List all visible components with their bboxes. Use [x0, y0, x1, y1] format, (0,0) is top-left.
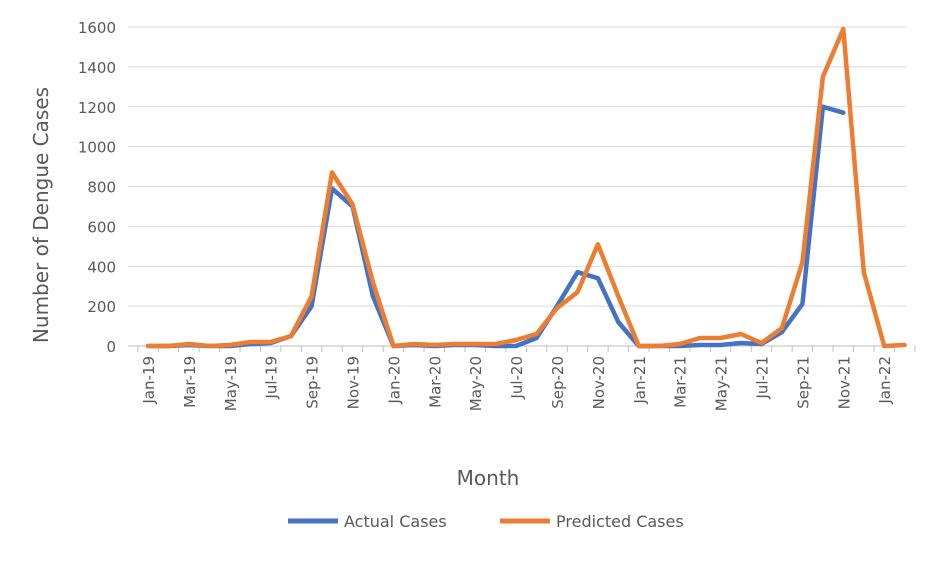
y-tick-label: 1000	[78, 139, 116, 157]
y-tick-label: 800	[87, 179, 116, 197]
y-tick-label: 600	[87, 218, 116, 236]
x-axis-tick-labels: Jan-19 Mar-19 May-19 Jul-19 Sep-19 Nov-19 Jan-…	[140, 356, 894, 411]
x-axis-title: Month	[457, 466, 520, 490]
x-tick-label: Nov-20	[590, 356, 608, 409]
x-tick-label: May-19	[222, 356, 240, 411]
y-tick-label: 0	[106, 338, 116, 356]
x-tick-label: Mar-20	[426, 356, 444, 408]
x-tick-label: Sep-21	[794, 356, 812, 409]
x-tick-label: Jul-19	[263, 356, 281, 400]
x-tick-label: May-20	[467, 356, 485, 411]
y-axis-tick-labels: 0 200 400 600 800 1000 1200 1400 1600	[78, 19, 116, 356]
x-tick-label: Jan-20	[385, 356, 403, 405]
x-tick-label: May-21	[713, 356, 731, 411]
y-tick-label: 1200	[78, 99, 116, 117]
x-tick-label: Jul-21	[754, 356, 772, 400]
x-tick-label: Jul-20	[508, 356, 526, 400]
y-tick-label: 400	[87, 258, 116, 276]
legend-label-predicted: Predicted Cases	[556, 512, 684, 531]
x-tick-label: Sep-20	[549, 356, 567, 409]
x-tick-label: Jan-22	[876, 356, 894, 405]
x-tick-label: Mar-19	[181, 356, 199, 408]
x-tick-label: Nov-19	[345, 356, 363, 409]
x-tick-label: Nov-21	[835, 356, 853, 409]
x-tick-label: Jan-21	[631, 356, 649, 405]
x-tick-label: Jan-19	[140, 356, 158, 405]
x-tick-label: Mar-21	[672, 356, 690, 408]
y-axis-title: Number of Dengue Cases	[29, 87, 53, 343]
y-tick-label: 1600	[78, 19, 116, 37]
series-lines	[145, 26, 907, 349]
legend: Actual Cases Predicted Cases	[288, 512, 684, 531]
y-tick-label: 1400	[78, 59, 116, 77]
series-line-predicted-cases	[145, 26, 907, 349]
gridlines	[128, 26, 906, 307]
x-tick-label: Sep-19	[304, 356, 322, 409]
y-tick-label: 200	[87, 298, 116, 316]
legend-label-actual: Actual Cases	[344, 512, 447, 531]
x-axis	[128, 345, 916, 352]
